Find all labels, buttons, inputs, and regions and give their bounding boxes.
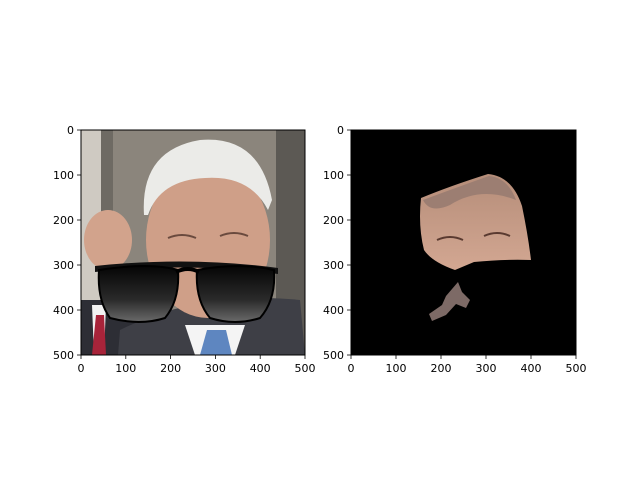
left-image-panel <box>81 130 305 355</box>
mask-left-eye <box>436 236 464 241</box>
background-person-head <box>84 210 132 270</box>
right-axes-frame <box>350 129 577 356</box>
left-axes-frame <box>80 129 306 356</box>
left-eye <box>167 234 197 239</box>
left-y-tick-label: 100 <box>53 169 74 182</box>
tick-layer: 0 100 200 300 400 500 0 100 200 300 400 500 0 100 200 3… <box>53 124 587 375</box>
left-y-tick-label: 300 <box>53 259 74 272</box>
mask-right-eye <box>483 232 511 237</box>
right-x-tick-label: 100 <box>386 362 407 375</box>
left-x-tick-label: 0 <box>78 362 85 375</box>
tie <box>200 330 232 355</box>
right-y-tick-label: 400 <box>323 304 344 317</box>
left-x-tick-label: 200 <box>160 362 181 375</box>
mask-neck-fragment <box>429 282 470 321</box>
mask-hairline <box>423 176 516 209</box>
hair <box>143 139 272 215</box>
sunglasses <box>95 261 278 323</box>
left-y-tick-label: 400 <box>53 304 74 317</box>
right-image-panel <box>351 130 576 355</box>
right-y-tick-label: 300 <box>323 259 344 272</box>
right-eye <box>219 232 249 237</box>
right-x-tick-label: 200 <box>431 362 452 375</box>
right-y-tick-label: 100 <box>323 169 344 182</box>
background-person-tie <box>92 315 106 355</box>
right-y-tick-label: 500 <box>323 349 344 362</box>
left-y-tick-label: 500 <box>53 349 74 362</box>
right-x-tick-label: 300 <box>476 362 497 375</box>
sunglasses-left-lens <box>97 265 180 323</box>
sunglasses-bridge <box>175 267 200 274</box>
left-x-tick-label: 400 <box>250 362 271 375</box>
right-y-tick-label: 0 <box>337 124 344 137</box>
left-x-tick-label: 300 <box>205 362 226 375</box>
right-x-tick-label: 400 <box>521 362 542 375</box>
left-x-tick-label: 500 <box>295 362 316 375</box>
left-x-tick-label: 100 <box>115 362 136 375</box>
left-y-tick-label: 0 <box>67 124 74 137</box>
sunglasses-right-lens <box>195 265 276 323</box>
right-y-tick-label: 200 <box>323 214 344 227</box>
right-x-tick-label: 500 <box>566 362 587 375</box>
left-y-tick-label: 200 <box>53 214 74 227</box>
right-x-tick-label: 0 <box>348 362 355 375</box>
